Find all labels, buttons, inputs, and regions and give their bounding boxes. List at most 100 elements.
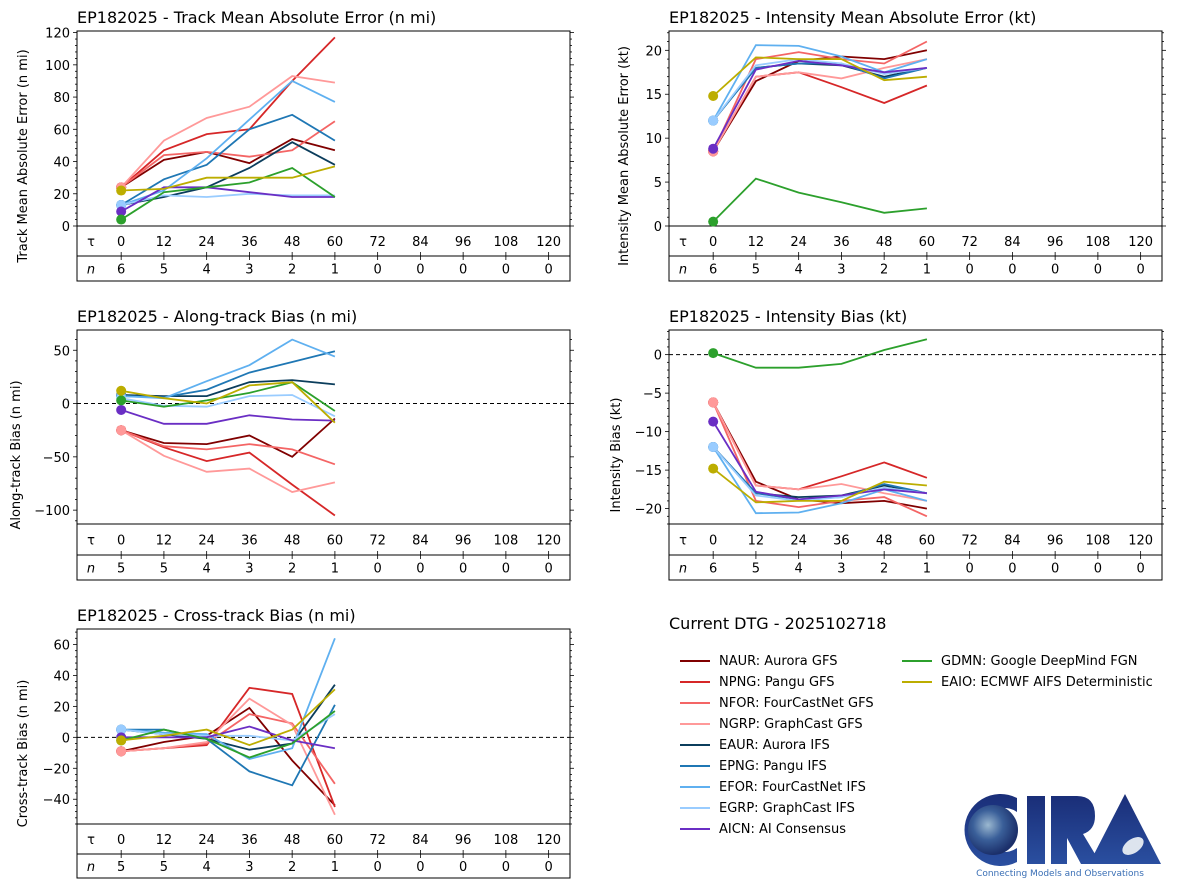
legend-label: EAIO: ECMWF AIFS Deterministic <box>941 675 1153 690</box>
n-row-label: n <box>679 263 687 278</box>
y-tick-label: 5 <box>654 176 662 191</box>
legend-swatch <box>680 764 710 767</box>
series-marker-egrp <box>116 724 127 735</box>
x-tick-label: 36 <box>833 534 850 549</box>
legend-swatch <box>680 743 710 746</box>
x-tick-label: 72 <box>369 235 386 250</box>
n-count-label: 4 <box>203 562 211 577</box>
x-tick-label: 84 <box>412 534 429 549</box>
legend-swatch <box>680 827 710 830</box>
x-tick-label: 24 <box>790 235 807 250</box>
y-tick-label: −100 <box>34 504 70 519</box>
y-tick-label: 100 <box>45 59 70 74</box>
plot-frame <box>76 628 571 879</box>
series-marker-eaio <box>116 185 127 196</box>
series-marker-gdmn <box>116 214 127 225</box>
x-tick-label: 12 <box>748 235 765 250</box>
series-line-naur <box>120 417 336 458</box>
series-line-efor <box>712 44 928 122</box>
n-count-label: 0 <box>544 263 552 278</box>
x-tick-label: 60 <box>327 235 344 250</box>
series-line-ngrp <box>121 697 336 816</box>
x-tick-label: 12 <box>156 235 173 250</box>
series-line-ngrp <box>712 58 928 152</box>
x-tick-label: 48 <box>284 833 301 848</box>
y-tick-label: 50 <box>53 344 70 359</box>
tau-row-label: τ <box>87 534 95 549</box>
n-count-label: 0 <box>966 263 974 278</box>
y-tick-label: 40 <box>53 669 70 684</box>
n-count-label: 5 <box>117 562 125 577</box>
x-tick-label: 60 <box>327 833 344 848</box>
series-marker-aicn <box>116 206 127 217</box>
series-line-aicn <box>120 409 335 425</box>
y-tick-label: 20 <box>645 44 662 59</box>
n-count-label: 3 <box>245 860 253 875</box>
n-count-label: 0 <box>374 263 382 278</box>
n-count-label: 6 <box>117 263 125 278</box>
legend-item-eaio: EAIO: ECMWF AIFS Deterministic <box>902 673 1153 693</box>
series-line-egrp <box>121 713 336 742</box>
series-line-eaio <box>712 467 927 504</box>
y-tick-label: 0 <box>62 220 70 235</box>
series-marker-aicn <box>708 143 719 154</box>
x-tick-label: 24 <box>790 534 807 549</box>
x-tick-label: 0 <box>117 235 125 250</box>
n-count-label: 0 <box>502 860 510 875</box>
n-count-label: 3 <box>837 562 845 577</box>
n-count-label: 2 <box>288 263 296 278</box>
n-row-label: n <box>87 860 95 875</box>
y-tick-label: 120 <box>45 27 70 42</box>
series-line-aicn <box>712 421 927 501</box>
legend-swatch <box>680 701 710 704</box>
legend-swatch <box>680 785 710 788</box>
series-marker-aicn <box>708 416 719 427</box>
x-tick-label: 84 <box>1004 534 1021 549</box>
logo-letter-i <box>1027 796 1045 864</box>
n-count-label: 3 <box>245 562 253 577</box>
series-line-eaio <box>121 688 336 747</box>
series-marker-eaio <box>116 385 127 396</box>
x-tick-label: 0 <box>117 534 125 549</box>
x-tick-label: 60 <box>327 534 344 549</box>
x-tick-label: 120 <box>1128 534 1153 549</box>
y-tick-label: 60 <box>53 638 70 653</box>
n-count-label: 0 <box>1008 263 1016 278</box>
x-tick-label: 72 <box>369 534 386 549</box>
series-marker-gdmn <box>708 216 719 227</box>
n-count-label: 0 <box>1051 562 1059 577</box>
x-tick-label: 96 <box>455 833 472 848</box>
chart-intensity_bias: EP182025 - Intensity Bias (kt) Intensity … <box>609 307 1166 581</box>
x-tick-label: 36 <box>241 534 258 549</box>
cira-logo: Connecting Models and Observations <box>955 790 1165 880</box>
n-count-label: 0 <box>1051 263 1059 278</box>
y-tick-label: 15 <box>645 88 662 103</box>
x-tick-label: 12 <box>748 534 765 549</box>
x-tick-label: 48 <box>876 534 893 549</box>
n-count-label: 4 <box>203 860 211 875</box>
chart-track_mae: EP182025 - Track Mean Absolute Error (n … <box>16 8 574 282</box>
n-count-label: 2 <box>288 860 296 875</box>
plot-frame <box>76 30 571 282</box>
tau-row-label: τ <box>87 235 95 250</box>
n-count-label: 1 <box>923 562 931 577</box>
series-marker-egrp <box>708 442 719 453</box>
chart-title: EP182025 - Cross-track Bias (n mi) <box>77 606 356 625</box>
legend-label: EGRP: GraphCast IFS <box>719 801 855 816</box>
n-count-label: 0 <box>502 562 510 577</box>
n-count-label: 0 <box>544 860 552 875</box>
series-marker-eaio <box>708 463 719 474</box>
n-count-label: 2 <box>880 562 888 577</box>
legend-label: NGRP: GraphCast GFS <box>719 717 863 732</box>
chart-title: EP182025 - Intensity Mean Absolute Error… <box>669 8 1036 27</box>
x-tick-label: 48 <box>284 534 301 549</box>
y-tick-label: −10 <box>635 426 662 441</box>
n-count-label: 5 <box>160 860 168 875</box>
series-line-eaio <box>712 56 927 97</box>
x-tick-label: 72 <box>961 534 978 549</box>
legend-item-eaur: EAUR: Aurora IFS <box>680 736 830 756</box>
tau-row-label: τ <box>679 235 687 250</box>
x-tick-label: 108 <box>493 235 518 250</box>
n-count-label: 5 <box>752 263 760 278</box>
